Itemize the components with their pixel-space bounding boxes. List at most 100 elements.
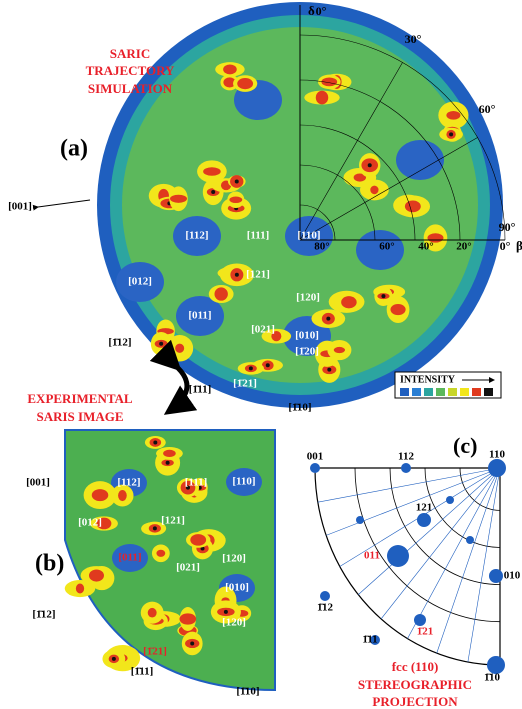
caption: fcc (110) [392, 659, 439, 674]
grid-arc [299, 79, 461, 241]
edge-pole: [1̄10] [288, 402, 311, 414]
legend-swatch [472, 388, 481, 396]
pole-dot [446, 496, 454, 504]
blob [341, 296, 357, 309]
low-zone [176, 296, 224, 336]
pole-dot [310, 463, 320, 473]
axis-label: β [516, 238, 522, 253]
blob [163, 449, 176, 458]
blob [159, 341, 164, 346]
blob [237, 77, 254, 90]
blob [446, 110, 461, 120]
link-text: EXPERIMENTAL [27, 391, 133, 406]
blob [170, 194, 187, 203]
grid-arc [299, 124, 416, 241]
legend-swatch [412, 388, 421, 396]
panel-label: (b) [35, 551, 64, 577]
legend-title: INTENSITY [400, 374, 456, 385]
grid-ray [299, 137, 478, 241]
edge-pole: [1̄10] [236, 686, 259, 698]
edge-pole: [1̄12] [108, 337, 131, 349]
grid-ray [467, 467, 501, 663]
blob [390, 303, 406, 316]
pole-label: [112] [117, 477, 140, 489]
blob [96, 517, 112, 530]
blob [223, 64, 237, 75]
edge-pole: [1̄12] [32, 609, 55, 621]
blob [248, 366, 253, 371]
low-zone [285, 216, 333, 256]
link-text: SARIS IMAGE [36, 409, 123, 424]
grid-arc [354, 467, 501, 623]
pole-label: 1̄12 [317, 602, 333, 614]
edge-pole: [1̄11] [189, 384, 212, 396]
pole-dot [417, 513, 431, 527]
angle-label: 80° [314, 241, 329, 253]
blob [200, 546, 205, 551]
title: SARIC [110, 46, 150, 61]
blob [147, 607, 157, 618]
pole-label: [021] [251, 324, 275, 336]
blob [327, 367, 332, 372]
pole-dot [356, 516, 364, 524]
grid-ray [407, 467, 501, 639]
legend-swatch [400, 388, 409, 396]
blob [203, 167, 221, 176]
blob [381, 294, 386, 299]
grid-ray [326, 467, 501, 536]
pole-label: [1̄20] [295, 346, 319, 358]
edge-pole: [001] [26, 477, 50, 489]
pole-label: [1̄21] [233, 378, 257, 390]
caption: PROJECTION [372, 694, 458, 709]
blob [449, 132, 454, 137]
pole-label: [012] [78, 517, 102, 529]
pole-dot [387, 545, 409, 567]
edge-arrow [32, 199, 91, 211]
grid-ray [380, 467, 501, 620]
pole-label: 1̄11 [362, 634, 377, 646]
angle-label: 0° [500, 239, 511, 253]
grid-ray [299, 62, 403, 241]
blob [118, 490, 127, 502]
pole-label: [110] [297, 230, 320, 242]
title: TRAJECTORY [86, 63, 175, 78]
pole-label: 010 [504, 570, 521, 582]
angle-label: 30° [405, 32, 422, 46]
grid-ray [358, 467, 501, 595]
pole-label: [010] [225, 582, 249, 594]
blob [265, 363, 270, 368]
low-zone [396, 140, 444, 180]
pole-label: [120] [296, 292, 320, 304]
pole-label: 011 [364, 550, 380, 562]
blob [223, 77, 236, 88]
grid-arc [389, 467, 501, 585]
grid-ray [317, 467, 501, 503]
low-zone [226, 468, 262, 496]
blob [404, 200, 421, 213]
blob [190, 534, 207, 546]
pole-label: [012] [128, 276, 152, 288]
pole-label: [110] [232, 476, 255, 488]
pole-label: [011] [118, 552, 141, 564]
grid-ray [436, 467, 501, 654]
blob [175, 343, 185, 353]
low-zone [112, 544, 148, 572]
pole-label: [121] [161, 515, 185, 527]
caption: STEREOGRAPHIC [358, 677, 472, 692]
pole-label: [111] [247, 230, 270, 242]
blob [234, 272, 239, 277]
pole-label: [021] [176, 562, 200, 574]
blob [367, 163, 372, 168]
blob [234, 179, 239, 184]
panel-c [310, 459, 506, 674]
grid-arc [424, 467, 501, 548]
legend-swatch [448, 388, 457, 396]
pole-label: 1̄10 [484, 672, 500, 684]
angle-label: 60° [379, 241, 394, 253]
blob [156, 549, 166, 557]
blob [179, 613, 197, 625]
blob [152, 526, 157, 531]
pole-label: [112] [185, 230, 208, 242]
grid-arc [299, 204, 336, 241]
pole-label: [1̄21] [143, 646, 167, 658]
